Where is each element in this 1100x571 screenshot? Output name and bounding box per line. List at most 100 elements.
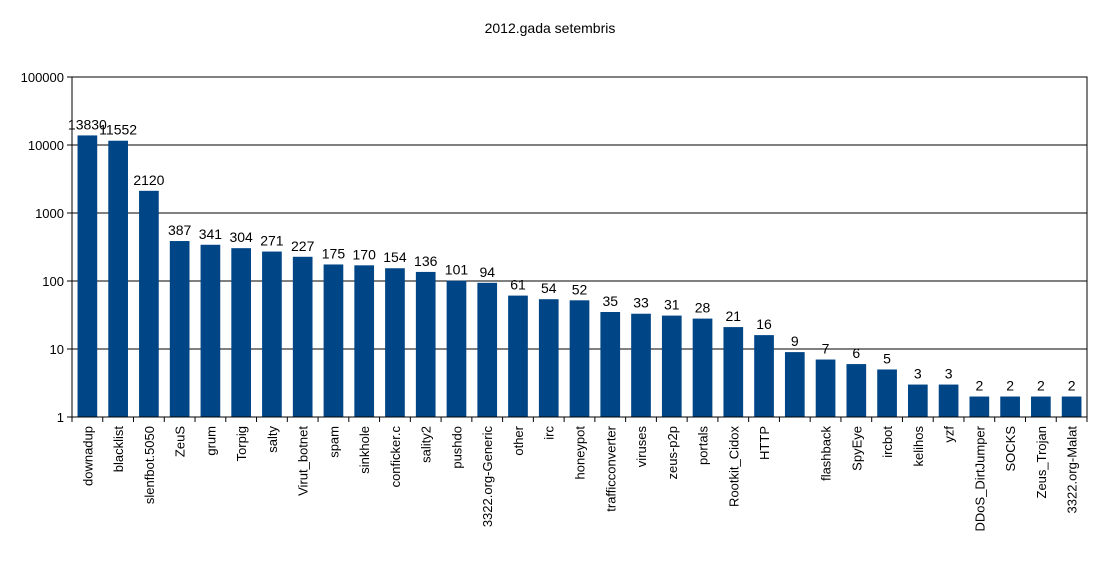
y-tick-label: 100000 (21, 70, 64, 85)
x-tick-label: slenfbot.5050 (142, 426, 157, 504)
x-tick-label: SpyEye (849, 426, 864, 471)
bar (969, 396, 990, 417)
bar (1031, 396, 1051, 417)
data-label: 54 (541, 280, 557, 296)
data-label: 31 (664, 297, 680, 313)
data-label: 154 (383, 249, 407, 265)
data-label: 304 (229, 229, 253, 245)
data-label: 6 (852, 345, 860, 361)
x-tick-label: zeus-p2p (665, 426, 680, 479)
bar (77, 135, 98, 418)
x-tick-label: HTTP (757, 426, 772, 460)
data-label: 5 (883, 350, 891, 366)
bar (508, 295, 528, 417)
data-label: 3 (945, 366, 953, 382)
x-tick-label: blacklist (111, 426, 126, 473)
bar (477, 282, 498, 417)
data-label: 7 (822, 341, 830, 357)
y-tick-label: 10 (50, 342, 64, 357)
x-tick-label: downadup (80, 426, 95, 486)
bar (323, 264, 344, 417)
bar (292, 256, 313, 417)
bar (631, 313, 651, 417)
bar (692, 318, 713, 417)
x-tick-label: ircbot (880, 426, 895, 458)
bar (385, 268, 405, 417)
x-tick-label: other (511, 425, 526, 455)
chart-title: 2012.gada setembris (484, 20, 616, 36)
bar (754, 335, 774, 417)
data-label: 2 (1006, 378, 1014, 394)
bar (815, 359, 836, 417)
data-label: 11552 (99, 122, 137, 138)
bar (231, 248, 252, 417)
x-tick-label: kelihos (911, 426, 926, 467)
x-tick-label: trafficconverter (603, 425, 618, 511)
data-label: 2 (975, 378, 983, 394)
data-label: 28 (695, 300, 711, 316)
data-label: 52 (572, 281, 588, 297)
data-label: 9 (791, 333, 799, 349)
x-tick-label: flashback (819, 426, 834, 481)
data-label: 13830 (68, 116, 107, 132)
data-label: 170 (353, 246, 377, 262)
x-tick-label: 3322.org-Malat (1065, 426, 1080, 514)
x-tick-label: Zeus_Trojan (1034, 426, 1049, 499)
x-tick-label: yzf (942, 426, 957, 443)
x-tick-label: salty (265, 426, 280, 453)
bar (569, 300, 590, 417)
data-label: 175 (322, 245, 346, 261)
data-label: 2 (1068, 378, 1076, 394)
bar (1061, 396, 1082, 417)
x-tick-label: 3322.org-Generic (480, 426, 495, 528)
data-label: 341 (199, 226, 223, 242)
x-tick-label: SOCKS (1003, 426, 1018, 472)
data-label: 227 (291, 238, 315, 254)
bar (661, 315, 682, 417)
x-tick-label: DDoS_DirtJumper (972, 425, 987, 531)
bar (907, 384, 928, 417)
bar (784, 352, 805, 417)
x-tick-label: Rootkit_Cidox (726, 426, 741, 507)
data-label: 2120 (133, 172, 164, 188)
bar (200, 244, 221, 417)
bar (846, 364, 867, 417)
x-tick-label: portals (696, 426, 711, 466)
data-label: 3 (914, 366, 922, 382)
bar (262, 251, 282, 417)
x-tick-label: viruses (634, 426, 649, 468)
bar (139, 190, 159, 417)
x-tick-label: grum (203, 426, 218, 456)
x-tick-label: irc (542, 426, 557, 440)
y-tick-label: 1 (57, 410, 64, 425)
bar (446, 280, 467, 417)
x-tick-label: pushdo (449, 426, 464, 469)
data-label: 271 (260, 233, 284, 249)
y-tick-label: 100 (42, 274, 64, 289)
bar (354, 265, 375, 417)
x-tick-label: Torpig (234, 426, 249, 461)
data-label: 33 (633, 295, 649, 311)
x-tick-label: Virut_botnet (296, 426, 311, 496)
x-tick-label: sality2 (419, 426, 434, 463)
data-label: 101 (445, 262, 469, 278)
x-tick-label: conficker.c (388, 426, 403, 488)
bar (1000, 396, 1020, 417)
x-tick-label: ZeuS (173, 426, 188, 457)
data-label: 61 (510, 277, 526, 293)
x-tick-label: spam (326, 426, 341, 458)
bar (169, 241, 190, 417)
data-label: 16 (756, 316, 772, 332)
bar (108, 140, 128, 417)
y-tick-label: 10000 (28, 138, 64, 153)
data-label: 387 (168, 222, 192, 238)
bar (538, 299, 559, 417)
x-tick-label: honeypot (573, 426, 588, 480)
bar (600, 312, 621, 417)
data-label: 2 (1037, 378, 1045, 394)
data-label: 94 (479, 264, 495, 280)
bar (723, 327, 744, 417)
bar (877, 369, 897, 417)
bar (938, 384, 959, 417)
